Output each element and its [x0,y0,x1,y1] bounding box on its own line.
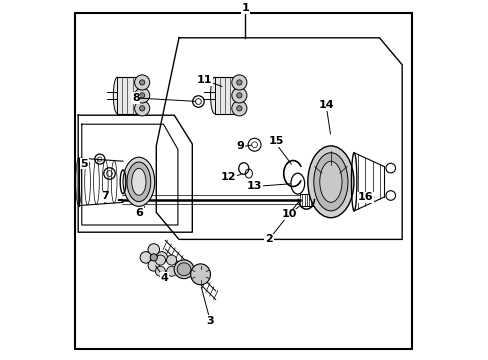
Circle shape [150,254,157,261]
Ellipse shape [313,153,347,211]
Text: 3: 3 [206,316,214,326]
Text: 6: 6 [135,208,143,218]
Circle shape [148,244,159,255]
Text: 10: 10 [281,209,297,219]
Circle shape [139,80,144,85]
Circle shape [139,106,144,111]
Ellipse shape [210,77,218,114]
Circle shape [236,80,242,85]
Circle shape [166,266,176,276]
Text: 15: 15 [268,136,284,146]
Ellipse shape [177,263,190,276]
Text: 12: 12 [220,172,236,182]
Text: 7: 7 [101,191,108,201]
Ellipse shape [174,260,194,279]
Text: 5: 5 [81,159,88,169]
Ellipse shape [319,161,341,202]
Text: 8: 8 [132,93,140,103]
Circle shape [156,252,167,263]
Circle shape [236,93,242,98]
Ellipse shape [127,162,150,202]
Circle shape [231,75,246,90]
Circle shape [134,101,149,116]
Text: 11: 11 [196,75,211,85]
Text: 13: 13 [246,181,262,192]
Ellipse shape [113,77,121,114]
Circle shape [148,260,159,271]
Circle shape [155,266,165,276]
Ellipse shape [123,157,154,206]
Circle shape [231,88,246,103]
Text: 2: 2 [264,234,272,244]
Circle shape [140,252,151,263]
Text: 4: 4 [161,273,168,283]
Text: 1: 1 [241,3,249,15]
Circle shape [155,255,165,265]
Bar [117,77,137,114]
Ellipse shape [190,264,210,285]
Text: 9: 9 [236,141,244,151]
Circle shape [134,75,149,90]
Circle shape [236,106,242,111]
Text: 16: 16 [357,192,372,202]
Circle shape [166,255,176,265]
Ellipse shape [131,168,146,195]
Circle shape [139,93,144,98]
Ellipse shape [307,146,353,218]
Text: 1: 1 [241,3,248,13]
Circle shape [231,101,246,116]
Circle shape [134,88,149,103]
Bar [214,77,234,114]
Text: 14: 14 [318,100,334,110]
